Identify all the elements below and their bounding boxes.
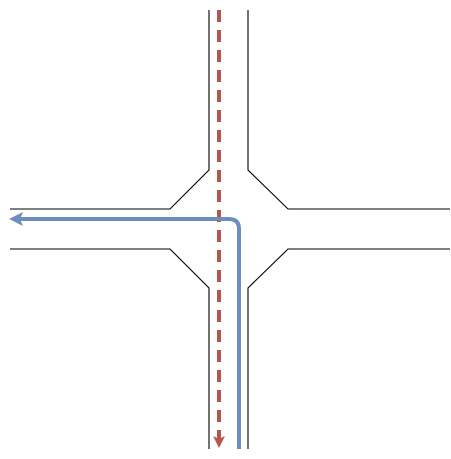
- left-turn-path-arrow: [9, 212, 241, 449]
- road-edge-bottom-left: [10, 248, 210, 449]
- road-edge-top-right: [247, 10, 450, 210]
- road-edge-bottom-right: [247, 248, 450, 449]
- road-edges: [10, 10, 450, 449]
- road-edge-top-left: [10, 10, 210, 210]
